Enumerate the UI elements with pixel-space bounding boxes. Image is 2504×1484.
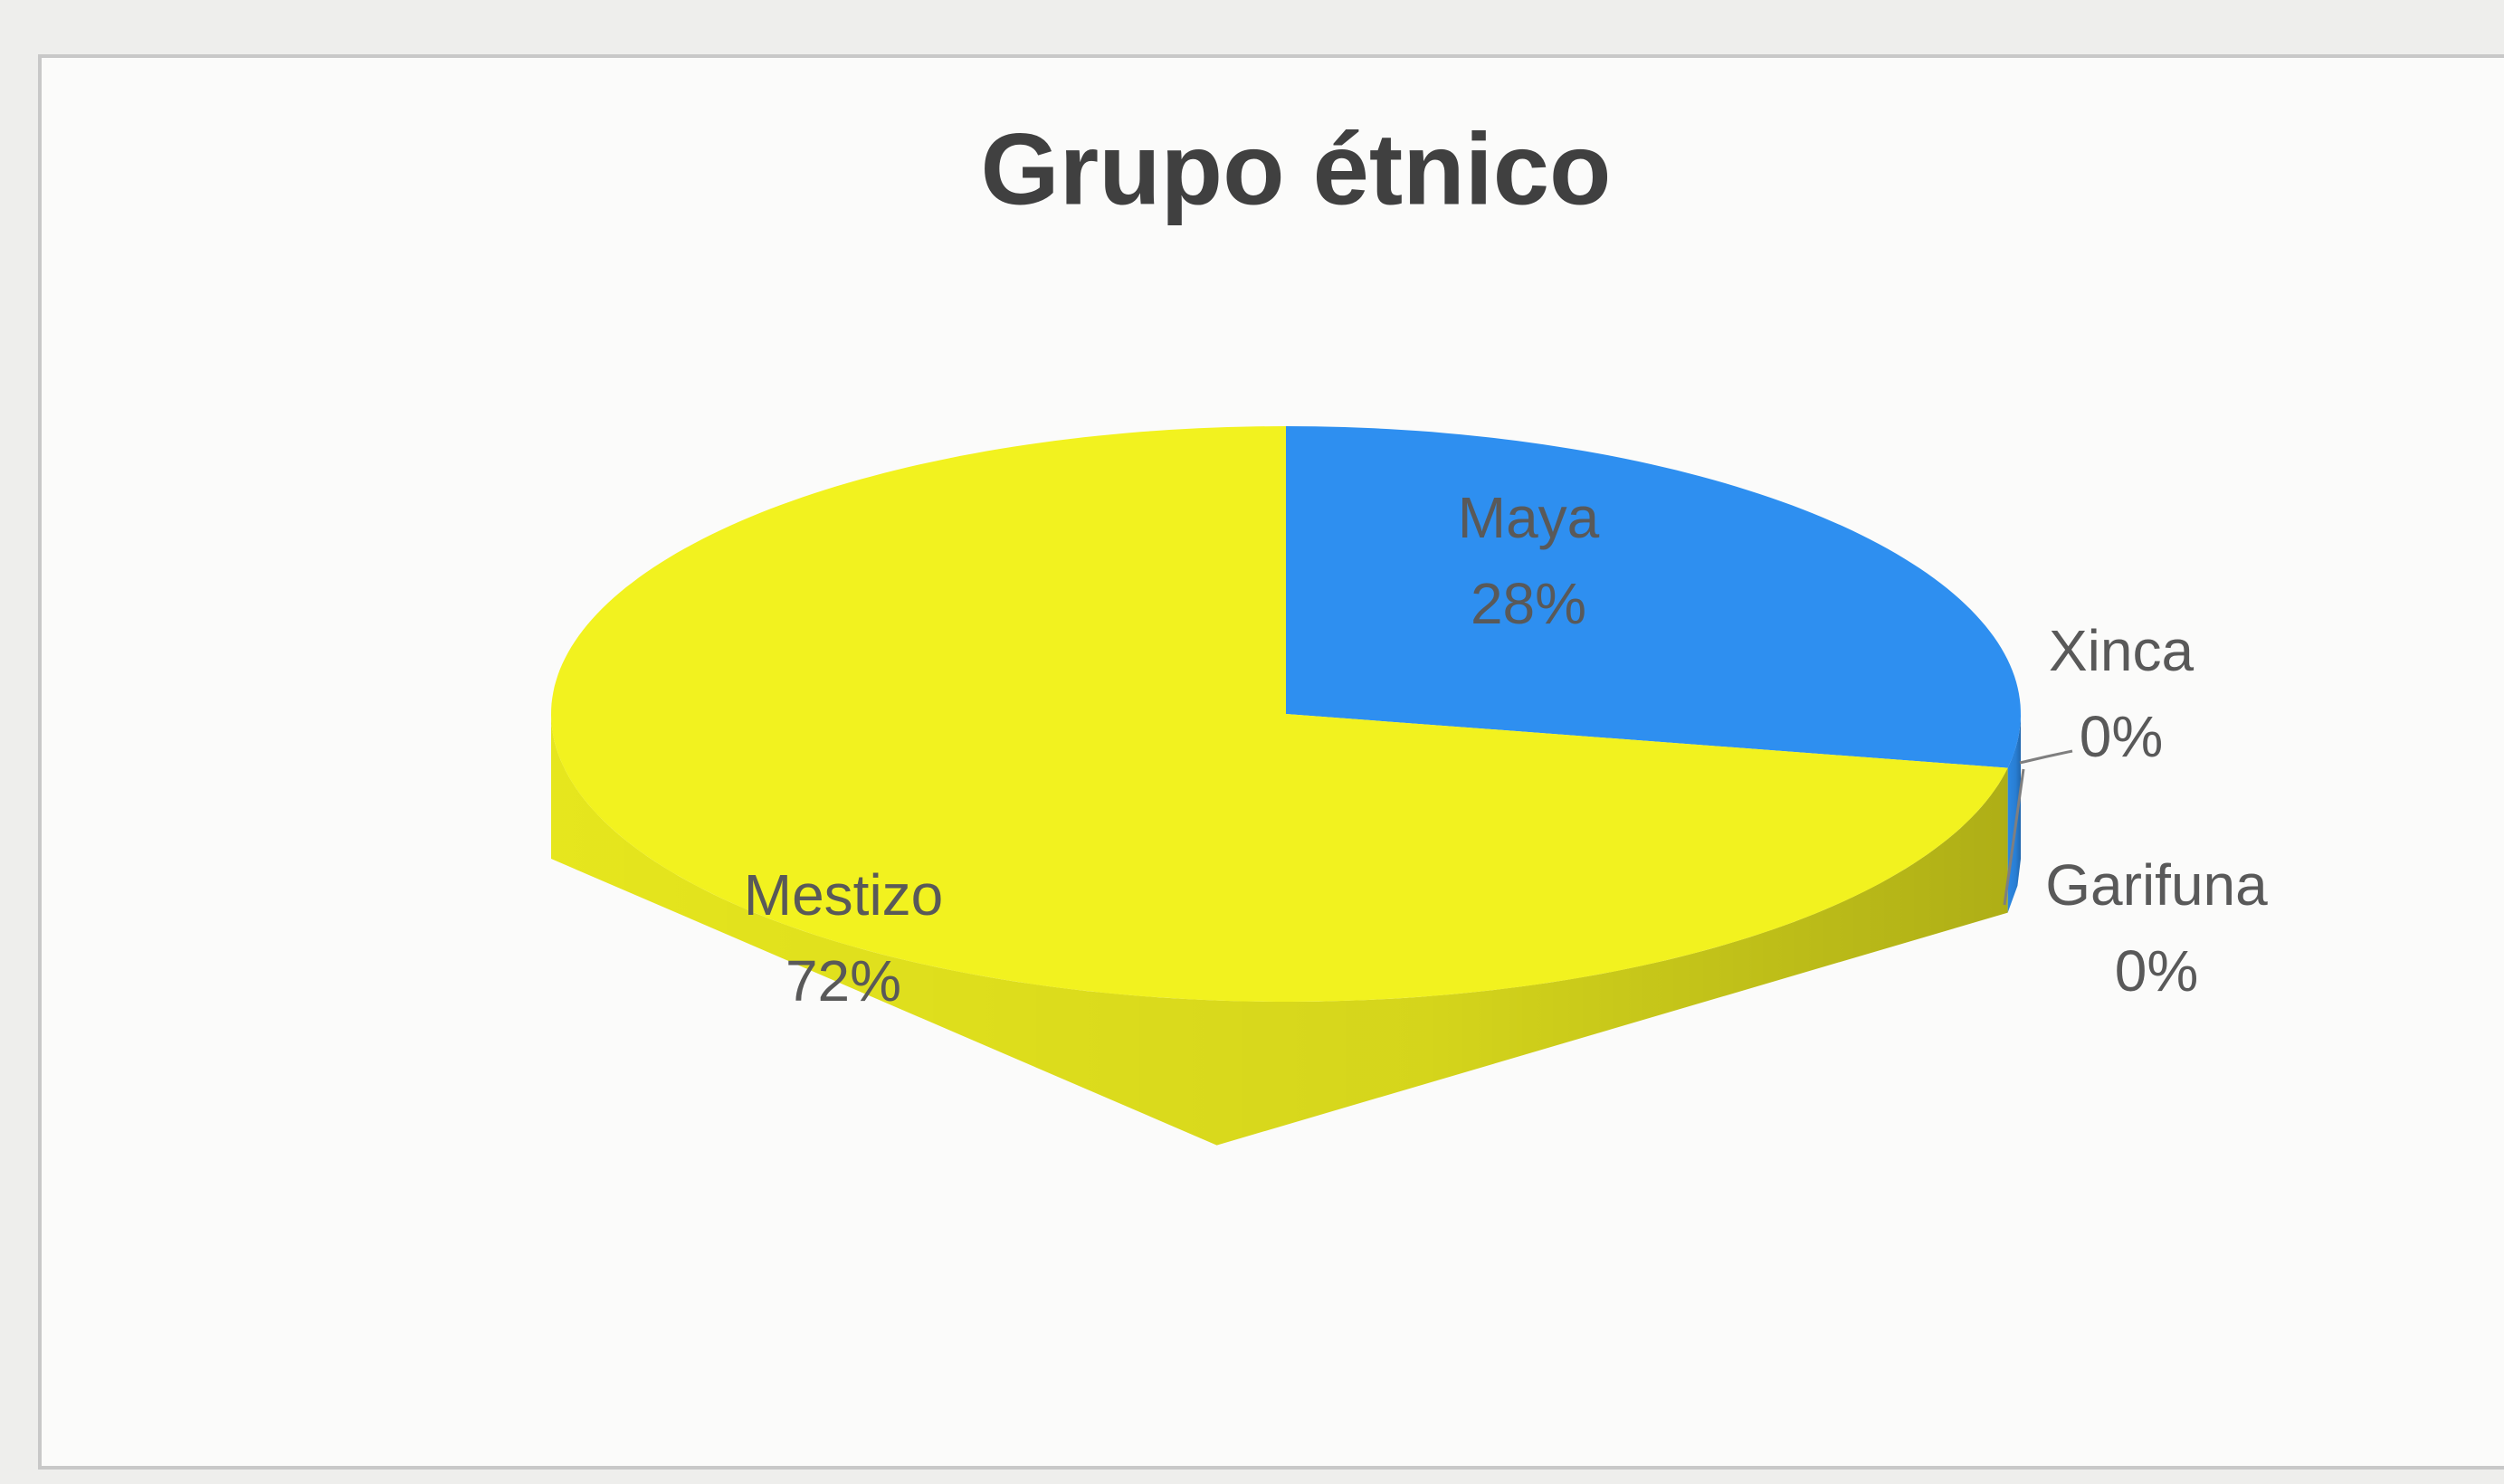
slice-side-shade xyxy=(551,714,2008,1146)
slice-label-value: 28% xyxy=(1471,571,1586,636)
labels: Maya 28% Xinca 0% Garifuna 0% Mestizo 72% xyxy=(744,485,2268,1013)
slice-label-name: Xinca xyxy=(2049,618,2195,683)
slice xyxy=(551,426,2008,1002)
leader-line xyxy=(2003,768,2025,906)
slice-label-value: 72% xyxy=(785,948,901,1013)
chart-title: Grupo étnico xyxy=(981,113,1612,226)
slice-label-name: Garifuna xyxy=(2045,852,2268,918)
slice-label-name: Mestizo xyxy=(744,862,944,928)
slice-label-name: Maya xyxy=(1458,485,1600,550)
slice xyxy=(1286,426,2021,768)
slice-label-value: 0% xyxy=(2115,938,2199,1004)
leader-line xyxy=(2019,749,2073,765)
slice-label-value: 0% xyxy=(2080,704,2164,769)
